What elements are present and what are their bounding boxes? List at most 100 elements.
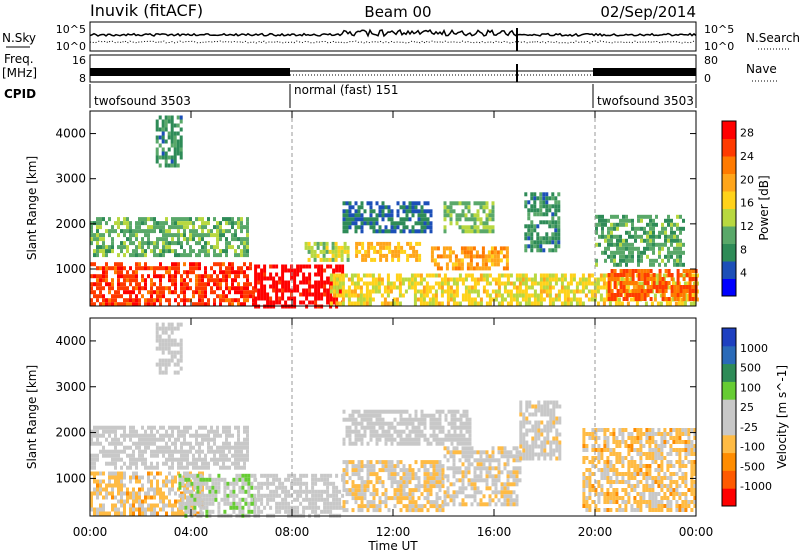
data-cell — [232, 477, 236, 482]
data-cell — [153, 253, 156, 258]
data-cell — [120, 483, 123, 488]
data-cell — [446, 502, 450, 507]
data-cell — [260, 497, 264, 502]
data-cell — [144, 491, 147, 496]
data-cell — [455, 490, 459, 495]
data-cell — [682, 218, 685, 223]
data-cell — [263, 276, 267, 281]
data-cell — [470, 494, 474, 499]
data-cell — [184, 489, 188, 494]
data-cell — [405, 409, 409, 414]
data-cell — [354, 409, 358, 414]
data-cell — [96, 217, 99, 222]
data-cell — [345, 468, 349, 473]
data-cell — [405, 504, 409, 509]
data-cell — [437, 281, 441, 286]
data-cell — [338, 285, 342, 290]
data-cell — [667, 238, 670, 243]
data-cell — [257, 264, 261, 269]
data-cell — [385, 253, 389, 258]
data-cell — [482, 201, 486, 206]
data-cell — [208, 489, 212, 494]
data-cell — [679, 246, 682, 251]
data-cell — [429, 464, 433, 469]
data-cell — [153, 507, 156, 512]
data-cell — [156, 298, 159, 303]
data-cell — [536, 224, 540, 229]
data-cell — [372, 508, 376, 513]
data-cell — [120, 282, 123, 287]
data-cell — [156, 491, 159, 496]
data-cell — [540, 408, 544, 413]
data-cell — [357, 484, 361, 489]
data-cell — [534, 436, 538, 441]
data-cell — [442, 250, 446, 255]
data-cell — [637, 297, 641, 301]
data-cell — [485, 217, 489, 222]
data-cell — [302, 292, 306, 297]
data-cell — [293, 473, 297, 478]
data-cell — [431, 293, 435, 298]
data-cell — [667, 269, 671, 273]
data-cell — [168, 249, 171, 254]
data-cell — [338, 501, 342, 506]
data-cell — [518, 466, 522, 471]
freq-band-2 — [593, 68, 696, 76]
data-cell — [359, 289, 363, 294]
data-cell — [153, 475, 156, 480]
data-cell — [588, 468, 592, 472]
data-cell — [658, 254, 661, 259]
data-cell — [153, 487, 156, 492]
data-cell — [141, 229, 144, 234]
data-cell — [328, 249, 332, 254]
data-cell — [384, 500, 388, 505]
data-cell — [360, 500, 364, 505]
data-cell — [158, 338, 162, 343]
data-cell — [493, 246, 497, 251]
data-cell — [186, 465, 189, 470]
data-cell — [105, 449, 108, 454]
data-cell — [159, 445, 162, 450]
data-cell — [435, 484, 439, 489]
data-cell — [341, 301, 345, 306]
data-cell — [381, 429, 385, 434]
data-cell — [150, 294, 153, 299]
data-cell — [378, 205, 382, 210]
data-cell — [257, 509, 261, 514]
data-cell — [485, 205, 489, 210]
data-cell — [494, 494, 498, 499]
data-cell — [476, 458, 480, 463]
data-cell — [162, 241, 165, 246]
data-cell — [646, 269, 650, 273]
data-cell — [426, 508, 430, 513]
data-cell — [147, 503, 150, 508]
data-cell — [423, 433, 427, 438]
data-cell — [545, 293, 549, 298]
data-cell — [373, 249, 377, 254]
data-cell — [246, 225, 249, 230]
data-cell — [241, 489, 245, 494]
data-cell — [628, 258, 631, 263]
data-cell — [90, 237, 93, 242]
data-cell — [159, 278, 162, 283]
colorbar-swatch — [722, 208, 736, 227]
data-cell — [671, 297, 675, 302]
data-cell — [228, 217, 231, 222]
data-cell — [105, 302, 108, 307]
data-cell — [156, 241, 159, 246]
data-cell — [180, 453, 183, 458]
data-cell — [695, 273, 699, 278]
data-cell — [269, 264, 273, 269]
data-cell — [470, 502, 474, 507]
data-cell — [408, 205, 412, 210]
data-cell — [150, 503, 153, 508]
data-cell — [384, 464, 388, 469]
data-cell — [536, 212, 540, 217]
data-cell — [304, 241, 308, 246]
data-cell — [114, 221, 117, 226]
data-cell — [446, 213, 450, 218]
data-region — [90, 217, 249, 258]
data-cell — [296, 264, 300, 269]
data-cell — [585, 476, 589, 480]
data-cell — [542, 240, 546, 245]
